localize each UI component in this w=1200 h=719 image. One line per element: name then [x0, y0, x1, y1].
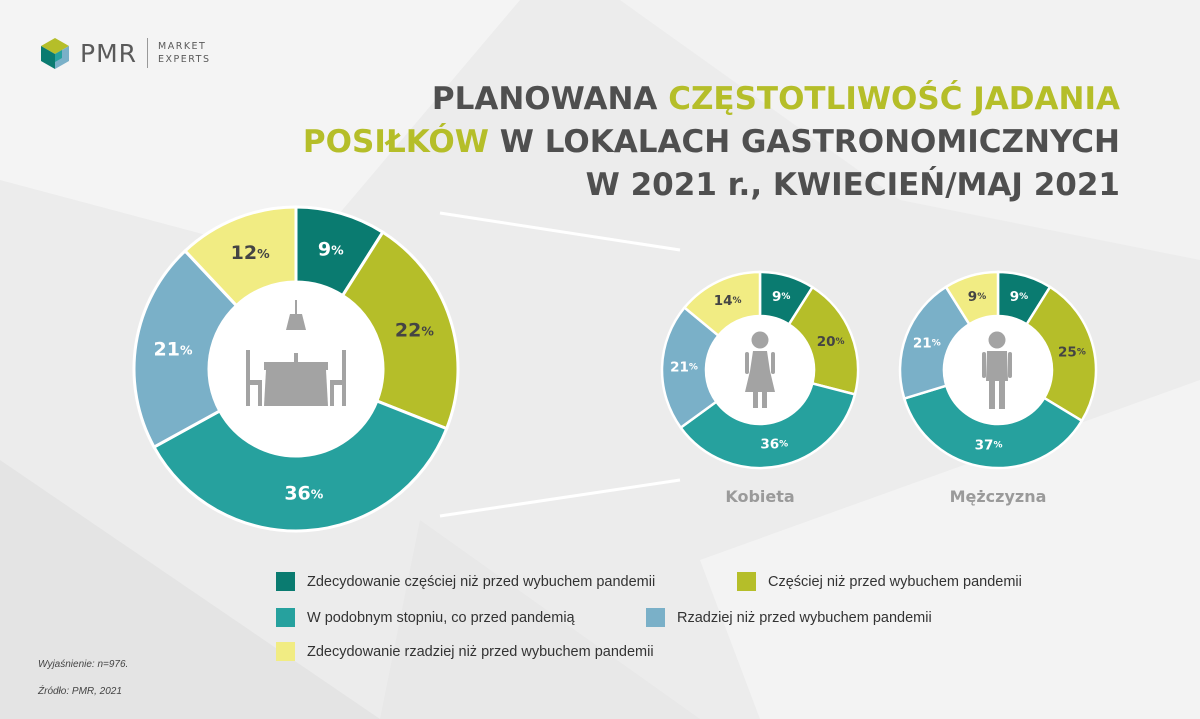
footnote-explanation: Wyjaśnienie: n=976. — [38, 659, 129, 670]
slice-w-podobnym-stopniu — [678, 381, 857, 470]
footnote-source: Źródło: PMR, 2021 — [38, 686, 122, 697]
title-line-1: PLANOWANA CZĘSTOTLIWOŚĆ JADANIA — [300, 78, 1120, 121]
title-part-2: W LOKALACH GASTRONOMICZNYCH — [488, 124, 1120, 160]
logo-tagline: MARKET EXPERTS — [158, 40, 211, 66]
title-highlight-2: POSIŁKÓW — [302, 124, 489, 160]
connector-line-bottom — [439, 478, 681, 518]
slice-czesciej — [1024, 285, 1098, 423]
slice-czesciej — [340, 230, 460, 431]
slice-w-podobnym-stopniu — [151, 399, 449, 533]
slice-zdecydowanie-rzadziej — [682, 270, 762, 338]
page-title: PLANOWANA CZĘSTOTLIWOŚĆ JADANIA POSIŁKÓW… — [300, 78, 1120, 207]
logo-name: PMR — [80, 38, 138, 68]
legend-label: Zdecydowanie częściej niż przed wybuchem… — [307, 573, 656, 590]
data-label-rzadziej: 21% — [913, 335, 941, 351]
data-label-zdecydowanie-rzadziej: 14% — [714, 293, 742, 309]
chart-title: Mężczyzna — [950, 487, 1047, 506]
slice-zdecydowanie-rzadziej — [182, 205, 298, 308]
slice-rzadziej — [132, 248, 239, 450]
logo-tagline-1: MARKET — [158, 41, 207, 52]
legend-label: W podobnym stopniu, co przed pandemią — [307, 609, 575, 626]
donut-chart-total: 9% 22% 36% 21% 12% — [132, 205, 460, 533]
legend-item-czesciej: Częściej niż przed wybuchem pandemii — [737, 572, 1022, 591]
data-label-zdecydowanie-czesciej: 9% — [1010, 289, 1028, 305]
data-label-rzadziej: 21% — [154, 339, 193, 361]
slice-zdecydowanie-rzadziej — [944, 270, 1000, 326]
logo-tagline-2: EXPERTS — [158, 54, 211, 65]
title-line-3: W 2021 r., KWIECIEŃ/MAJ 2021 — [300, 164, 1120, 207]
woman-icon — [745, 331, 775, 408]
data-label-zdecydowanie-rzadziej: 12% — [231, 242, 270, 264]
title-part-1: PLANOWANA — [431, 81, 669, 117]
slice-w-podobnym-stopniu — [902, 384, 1084, 470]
legend-swatch — [646, 608, 665, 627]
data-label-w-podobnym-stopniu: 36% — [284, 482, 323, 504]
data-label-zdecydowanie-czesciej: 9% — [772, 289, 790, 305]
title-part-3: W 2021 r., KWIECIEŃ/MAJ 2021 — [585, 167, 1120, 203]
pmr-logo: PMR MARKET EXPERTS — [38, 36, 211, 70]
data-label-rzadziej: 21% — [670, 360, 698, 376]
title-highlight-1: CZĘSTOTLIWOŚĆ JADANIA — [668, 81, 1120, 117]
pmr-cube-icon — [41, 38, 69, 69]
title-line-2: POSIŁKÓW W LOKALACH GASTRONOMICZNYCH — [300, 121, 1120, 164]
legend-swatch — [276, 572, 295, 591]
restaurant-table-icon — [246, 300, 346, 406]
data-label-zdecydowanie-czesciej: 9% — [318, 238, 344, 260]
man-icon — [982, 331, 1012, 409]
data-label-czesciej: 20% — [817, 334, 845, 350]
data-label-w-podobnym-stopniu: 36% — [760, 437, 788, 453]
legend-swatch — [276, 608, 295, 627]
connector-line-top — [439, 211, 681, 252]
data-label-czesciej: 22% — [395, 320, 434, 342]
donut-chart-mezczyzna: 9% 25% 37% 21% 9% Mężczyzna — [898, 270, 1098, 506]
legend-swatch — [737, 572, 756, 591]
legend-item-w-podobnym-stopniu: W podobnym stopniu, co przed pandemią — [276, 608, 575, 627]
legend-label: Zdecydowanie rzadziej niż przed wybuchem… — [307, 643, 654, 660]
legend-item-rzadziej: Rzadziej niż przed wybuchem pandemii — [646, 608, 932, 627]
data-label-zdecydowanie-rzadziej: 9% — [968, 289, 986, 305]
legend-item-zdecydowanie-czesciej: Zdecydowanie częściej niż przed wybuchem… — [276, 572, 655, 591]
legend-label: Częściej niż przed wybuchem pandemii — [768, 573, 1022, 590]
data-label-w-podobnym-stopniu: 37% — [975, 437, 1003, 453]
legend-label: Rzadziej niż przed wybuchem pandemii — [677, 609, 932, 626]
data-label-czesciej: 25% — [1058, 344, 1086, 360]
legend-item-zdecydowanie-rzadziej: Zdecydowanie rzadziej niż przed wybuchem… — [276, 642, 654, 661]
legend-swatch — [276, 642, 295, 661]
chart-title: Kobieta — [725, 487, 794, 506]
logo-divider — [147, 38, 149, 68]
